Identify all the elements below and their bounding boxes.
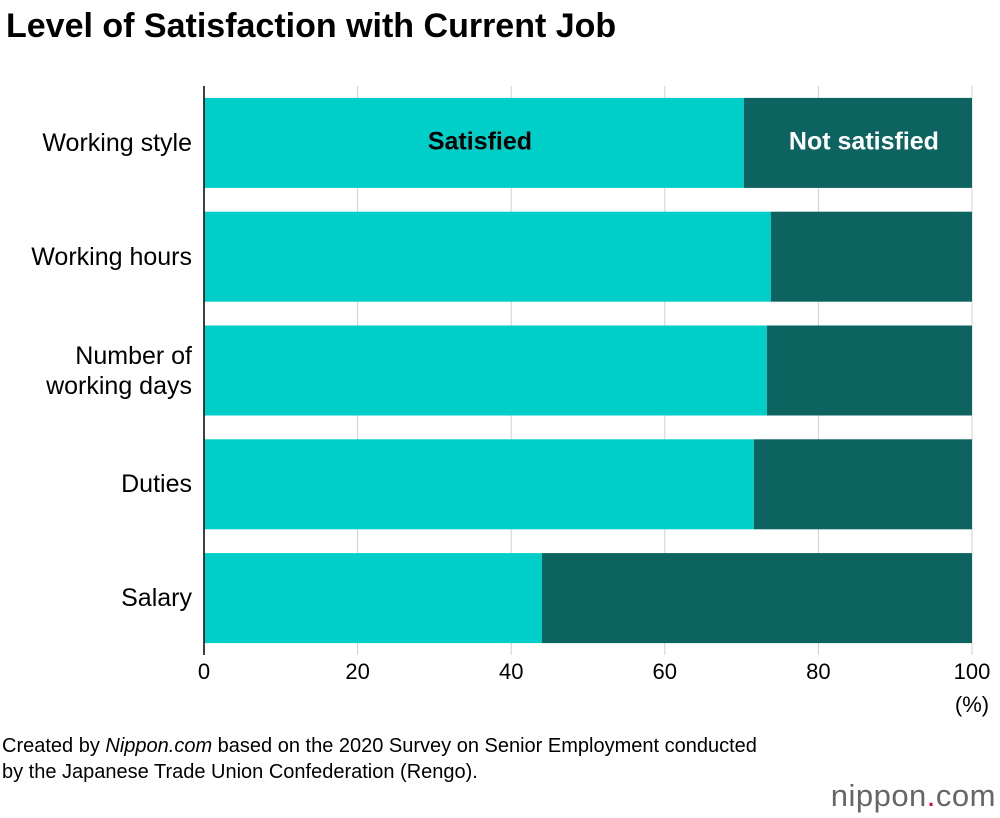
source-prefix: Created by xyxy=(2,735,106,757)
x-unit-label: (%) xyxy=(955,692,989,717)
bar-segment xyxy=(753,439,972,530)
x-tick-label: 60 xyxy=(653,659,677,684)
x-tick-label: 80 xyxy=(806,659,830,684)
logo-dot: . xyxy=(926,778,936,813)
logo-part: com xyxy=(935,778,996,813)
bar-segment xyxy=(770,211,972,302)
bar-segment xyxy=(766,325,972,416)
series-label: Satisfied xyxy=(428,128,532,156)
source-note: Created by Nippon.com based on the 2020 … xyxy=(2,733,772,785)
y-tick-label: Working style xyxy=(42,128,192,157)
bar-segment xyxy=(541,553,972,644)
logo: nippon.com xyxy=(831,778,996,814)
bar-segment xyxy=(743,97,972,188)
y-tick-label: Working hours xyxy=(31,242,192,271)
bar-segment xyxy=(204,439,754,530)
x-tick-label: 20 xyxy=(345,659,369,684)
x-tick-label: 100 xyxy=(954,659,991,684)
y-tick-label: Salary xyxy=(121,584,192,613)
source-emphasis: Nippon.com xyxy=(105,735,213,757)
chart-title: Level of Satisfaction with Current Job xyxy=(6,7,616,45)
x-tick-label: 0 xyxy=(198,659,210,684)
source-suffix: based on the 2020 Survey on Senior Emplo… xyxy=(2,735,757,783)
logo-part: nippon xyxy=(830,778,927,813)
bar-segment xyxy=(204,97,744,188)
y-tick-label: Number of working days xyxy=(46,341,192,400)
y-tick-label: Duties xyxy=(121,470,192,499)
bar-segment xyxy=(204,553,542,644)
series-label: Not satisfied xyxy=(789,128,939,156)
x-tick-label: 40 xyxy=(499,659,523,684)
bar-segment xyxy=(204,325,767,416)
bar-segment xyxy=(204,211,771,302)
